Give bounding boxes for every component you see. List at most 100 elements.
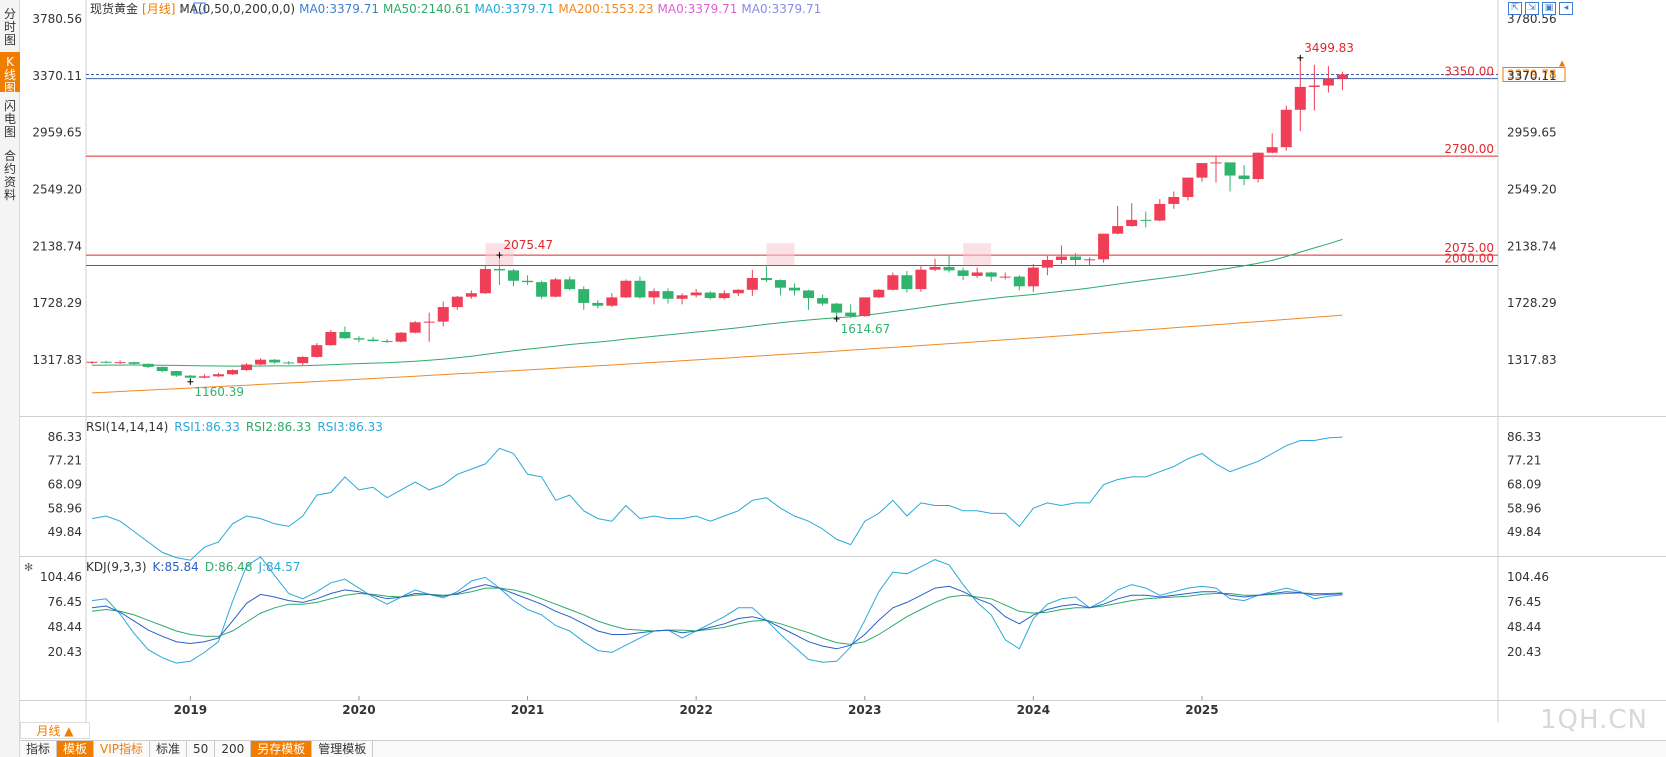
candle[interactable] [676,293,688,305]
price-alert-icon[interactable]: ▲ [1559,58,1566,67]
toolbar-item-5[interactable]: 200 [215,741,252,757]
candle[interactable] [1084,257,1096,266]
candle[interactable] [269,359,281,364]
toolbar-item-0[interactable]: 指标 [20,741,58,757]
kline-chart[interactable]: 现货黄金 [月线] MA(0,50,0,200,0,0) MA0:3379.71 MA5… [20,0,1666,722]
candle[interactable] [718,290,730,300]
candle[interactable] [1098,233,1110,263]
candle[interactable] [170,370,182,378]
candle[interactable] [774,279,786,296]
toolbar-item-6[interactable]: 另存模板 [251,741,313,757]
candle[interactable] [86,361,98,364]
candle[interactable] [1210,156,1222,183]
toolbar-item-2[interactable]: VIP指标 [94,741,151,757]
candle[interactable] [381,338,393,344]
candle[interactable] [550,278,562,298]
gear-icon[interactable]: ✻ [24,561,33,574]
candle[interactable] [1055,245,1067,265]
candle[interactable] [367,336,379,342]
fit-icon[interactable]: ▣ [1542,2,1556,15]
candle[interactable] [620,279,632,299]
candle[interactable] [1322,66,1334,93]
candle[interactable] [606,293,618,308]
candle[interactable] [1266,133,1278,154]
candle[interactable] [1182,177,1194,201]
candle[interactable] [901,271,913,293]
candle[interactable] [592,300,604,309]
period-select-button[interactable]: 月线 ▲ [20,722,90,739]
candle[interactable] [156,366,168,373]
candle[interactable] [1041,255,1053,276]
candle[interactable] [943,255,955,273]
candle[interactable] [1154,199,1166,222]
candle[interactable] [297,356,309,366]
candle[interactable] [859,297,871,317]
candle[interactable] [1252,152,1264,183]
candle[interactable] [311,343,323,358]
candle[interactable] [508,269,519,287]
candle[interactable] [999,272,1011,280]
candle[interactable] [760,266,772,283]
prev-icon[interactable]: ◂ [1559,2,1573,15]
candle[interactable] [803,289,815,310]
candle[interactable] [887,272,899,291]
candle[interactable] [283,361,295,365]
candle[interactable] [451,296,463,310]
candle[interactable] [817,294,829,306]
candle[interactable] [789,283,800,296]
candle[interactable] [241,363,253,371]
candle[interactable] [1280,105,1292,151]
candle[interactable] [1070,253,1081,265]
shrink-icon[interactable]: ⇲ [1525,2,1539,15]
side-tab-timeshare[interactable]: 分时图 [3,7,16,47]
candle[interactable] [1294,57,1306,132]
toolbar-item-4[interactable]: 50 [187,741,216,757]
candle[interactable] [1168,191,1180,209]
side-tab-contract[interactable]: 合约资料 [3,149,16,202]
candle[interactable] [1126,203,1138,227]
candle[interactable] [845,304,857,319]
candle[interactable] [114,360,126,364]
candle[interactable] [1027,264,1039,292]
candle[interactable] [971,267,983,279]
candle[interactable] [353,336,365,343]
candle[interactable] [1112,206,1124,235]
candle[interactable] [128,361,140,365]
candle[interactable] [423,312,435,342]
candle[interactable] [957,267,969,281]
candle[interactable] [704,291,716,300]
toolbar-item-3[interactable]: 标准 [150,741,188,757]
candle[interactable] [564,276,576,291]
candle[interactable] [578,286,590,310]
candle[interactable] [255,358,267,366]
candle[interactable] [465,290,477,299]
toolbar-item-1[interactable]: 模板 [57,741,95,757]
candle[interactable] [227,369,238,375]
candle[interactable] [732,289,744,297]
candle[interactable] [690,289,702,298]
candle[interactable] [522,275,534,285]
candle[interactable] [1238,165,1250,186]
candle[interactable] [1224,162,1236,192]
candle[interactable] [479,265,491,294]
candle[interactable] [929,258,941,272]
candle[interactable] [985,271,997,282]
candle[interactable] [648,288,660,305]
candle[interactable] [1140,211,1152,228]
candle[interactable] [198,374,210,379]
candle[interactable] [915,266,927,292]
candle[interactable] [746,269,758,297]
candle[interactable] [536,280,548,299]
candle[interactable] [873,289,885,299]
candle[interactable] [1196,163,1208,182]
expand-icon[interactable]: ⇱ [1508,2,1522,15]
candle[interactable] [142,363,154,369]
toolbar-item-7[interactable]: 管理模板 [312,741,374,757]
candle[interactable] [437,301,449,327]
candle[interactable] [1308,64,1320,111]
ma-settings-icon[interactable] [193,2,206,14]
candle[interactable] [1336,71,1348,91]
side-tab-flash[interactable]: 闪电图 [3,99,16,139]
candle[interactable] [339,326,351,339]
